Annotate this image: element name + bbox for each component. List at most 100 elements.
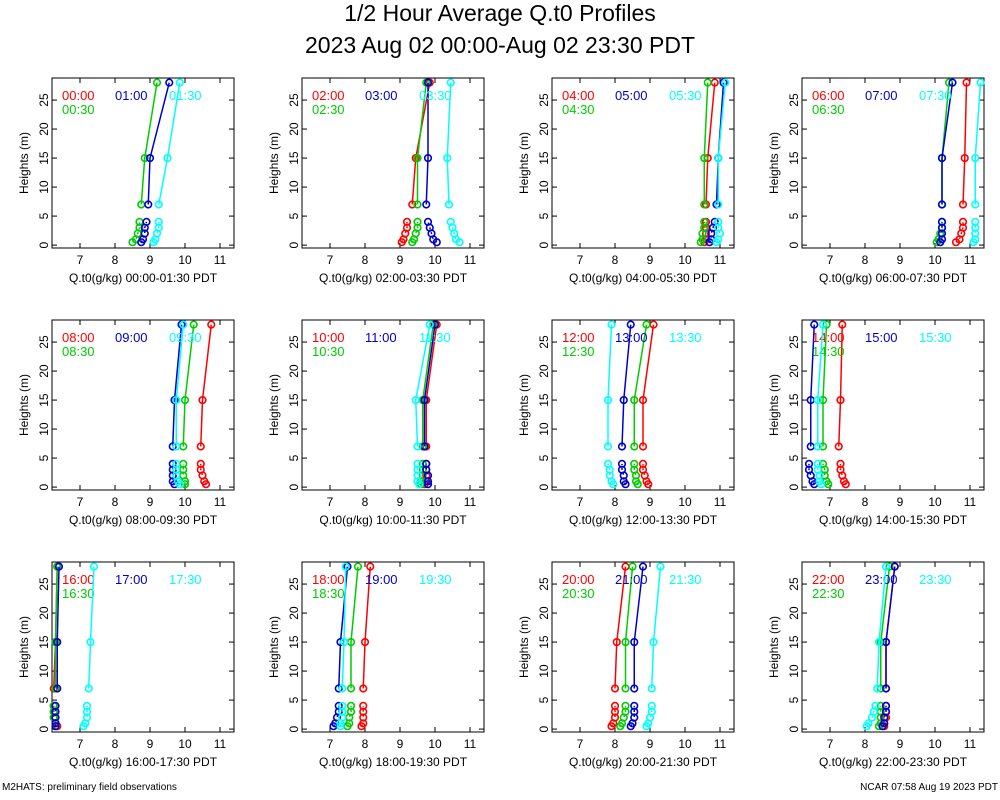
y-tick-label: 0 <box>537 241 551 248</box>
y-tick-label: 10 <box>537 422 551 436</box>
data-point <box>818 395 828 405</box>
data-point <box>413 200 422 209</box>
data-point <box>638 459 648 468</box>
x-tick-label: 7 <box>577 737 584 751</box>
y-tick-label: 5 <box>287 212 301 219</box>
data-point <box>630 637 639 647</box>
legend-label: 17:00 <box>115 572 148 587</box>
x-axis-label: Q.t0(g/kg) 06:00-07:30 PDT <box>819 271 968 285</box>
legend-label: 11:00 <box>365 330 397 345</box>
series-3: 03:00 <box>365 78 441 247</box>
data-point <box>818 459 828 468</box>
data-point <box>638 442 648 451</box>
data-point <box>425 320 434 329</box>
x-tick-label: 7 <box>77 253 84 267</box>
data-point <box>196 442 205 451</box>
y-axis-label: Heights (m) <box>267 132 281 194</box>
series-2: 18:30 <box>312 562 363 731</box>
series-4: 19:30 <box>336 562 452 731</box>
data-point <box>165 78 174 87</box>
x-tick-label: 11 <box>464 495 477 509</box>
data-point <box>175 78 184 87</box>
series-4: 21:30 <box>642 562 702 731</box>
data-point <box>179 320 188 329</box>
data-point <box>630 701 639 710</box>
x-tick-label: 10 <box>428 495 442 509</box>
series-3: 01:00 <box>115 78 174 247</box>
y-axis-label: Heights (m) <box>767 616 781 678</box>
data-point <box>172 395 181 405</box>
y-tick-label: 20 <box>287 364 301 378</box>
y-tick-label: 0 <box>37 725 51 732</box>
data-point <box>444 200 454 209</box>
y-axis-label: Heights (m) <box>767 132 781 194</box>
x-tick-label: 10 <box>178 495 192 509</box>
series-line <box>941 82 954 205</box>
y-tick-label: 10 <box>37 664 51 678</box>
legend-label: 10:00 <box>312 330 345 345</box>
y-tick-label: 15 <box>787 635 801 649</box>
y-tick-label: 20 <box>787 606 801 620</box>
y-tick-label: 25 <box>287 335 301 349</box>
data-point <box>876 701 885 710</box>
data-point <box>810 320 819 329</box>
x-tick-label: 8 <box>362 737 369 751</box>
y-tick-label: 10 <box>287 422 301 436</box>
data-point <box>700 153 709 163</box>
x-tick-label: 11 <box>464 253 477 267</box>
x-tick-label: 8 <box>612 253 619 267</box>
series-2: 12:30 <box>562 320 651 489</box>
series-1: 02:00 <box>312 78 434 247</box>
legend-label: 15:30 <box>919 330 952 345</box>
y-tick-label: 5 <box>37 454 51 461</box>
series-line <box>175 324 184 447</box>
series-3: 21:00 <box>615 562 648 731</box>
data-point <box>638 562 648 571</box>
legend-label: 16:30 <box>62 586 95 601</box>
series-line <box>414 324 431 447</box>
series-4: 05:30 <box>669 78 730 247</box>
profile-chart-9: 7 8 9 10 11 0 5 10 15 20 25 Q.t0(g/kg) 16:00-17:30 … <box>17 561 235 769</box>
y-tick-label: 5 <box>37 696 51 703</box>
series-line <box>876 566 887 689</box>
x-tick-label: 7 <box>827 495 834 509</box>
series-line <box>341 566 347 689</box>
profile-chart-11: 7 8 9 10 11 0 5 10 15 20 25 Q.t0(g/kg) 20:00-21:30 … <box>517 561 735 769</box>
data-point <box>359 684 368 693</box>
legend-label: 00:00 <box>62 88 95 103</box>
data-point <box>630 395 639 405</box>
data-point <box>423 480 433 489</box>
series-3: 11:00 <box>365 320 440 489</box>
y-tick-label: 20 <box>37 364 51 378</box>
x-tick-label: 10 <box>428 253 442 267</box>
legend-label: 09:30 <box>169 330 202 345</box>
legend-label: 22:00 <box>812 572 845 587</box>
series-2: 06:30 <box>812 78 954 247</box>
data-point <box>700 217 709 226</box>
series-line <box>411 82 431 205</box>
data-point <box>630 442 639 451</box>
y-tick-label: 15 <box>287 393 301 407</box>
legend-label: 14:30 <box>812 344 845 359</box>
data-point <box>180 395 190 405</box>
y-tick-label: 10 <box>787 422 801 436</box>
x-tick-label: 8 <box>862 737 869 751</box>
data-point <box>172 442 181 451</box>
x-tick-label: 10 <box>678 253 692 267</box>
series-2: 08:30 <box>62 320 198 489</box>
x-tick-label: 10 <box>178 737 192 751</box>
legend-label: 05:30 <box>669 88 702 103</box>
data-point <box>700 200 709 209</box>
series-line <box>633 324 648 447</box>
x-tick-label: 10 <box>178 253 192 267</box>
y-tick-label: 0 <box>537 725 551 732</box>
series-line <box>54 566 58 689</box>
legend-label: 02:00 <box>312 88 345 103</box>
x-axis-label: Q.t0(g/kg) 16:00-17:30 PDT <box>69 755 218 769</box>
data-point <box>140 153 149 163</box>
data-point <box>413 442 422 451</box>
series-3: 09:00 <box>115 320 186 489</box>
series-line <box>621 324 632 447</box>
data-point <box>818 442 828 451</box>
data-point <box>836 459 845 468</box>
